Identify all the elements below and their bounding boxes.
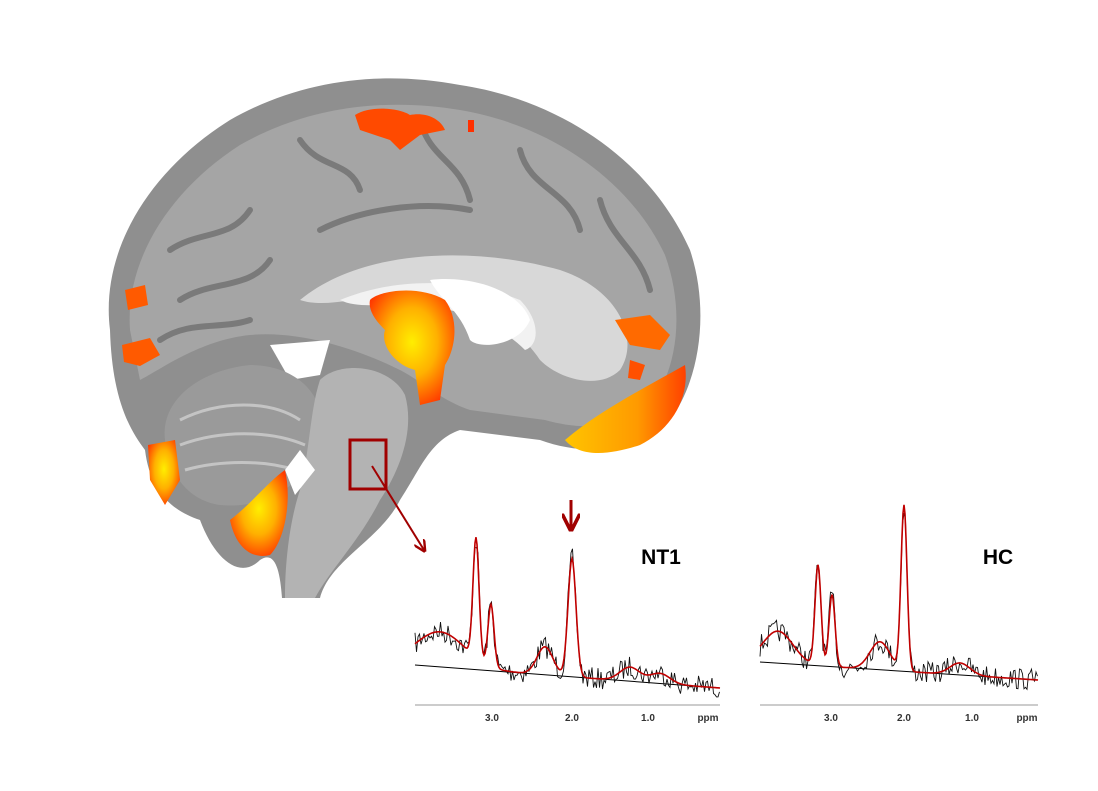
spectrum-fit	[759, 504, 1039, 681]
roi-box	[348, 438, 388, 491]
ppm-tick-label: 3.0	[824, 713, 838, 724]
activation	[122, 108, 686, 556]
ppm-tick-label: ppm	[1016, 713, 1037, 724]
spectrum-nt1: 3.0 2.0 1.0 ppm	[414, 537, 721, 724]
spectrum-fit	[414, 537, 721, 689]
baseline	[414, 664, 721, 689]
ppm-tick-label: 2.0	[897, 713, 911, 724]
ppm-tick-label: 3.0	[485, 713, 499, 724]
ppm-tick-label: 1.0	[965, 713, 979, 724]
ppm-tick-label: 1.0	[641, 713, 655, 724]
roi-arrow	[371, 465, 424, 550]
ppm-tick-label: 2.0	[565, 713, 579, 724]
spectrum-raw	[759, 512, 1038, 691]
ppm-tick-label: ppm	[697, 713, 718, 724]
group-label: HC	[983, 546, 1013, 569]
spectrum-hc: 3.0 2.0 1.0 ppm	[759, 504, 1039, 724]
group-label: NT1	[641, 546, 681, 569]
